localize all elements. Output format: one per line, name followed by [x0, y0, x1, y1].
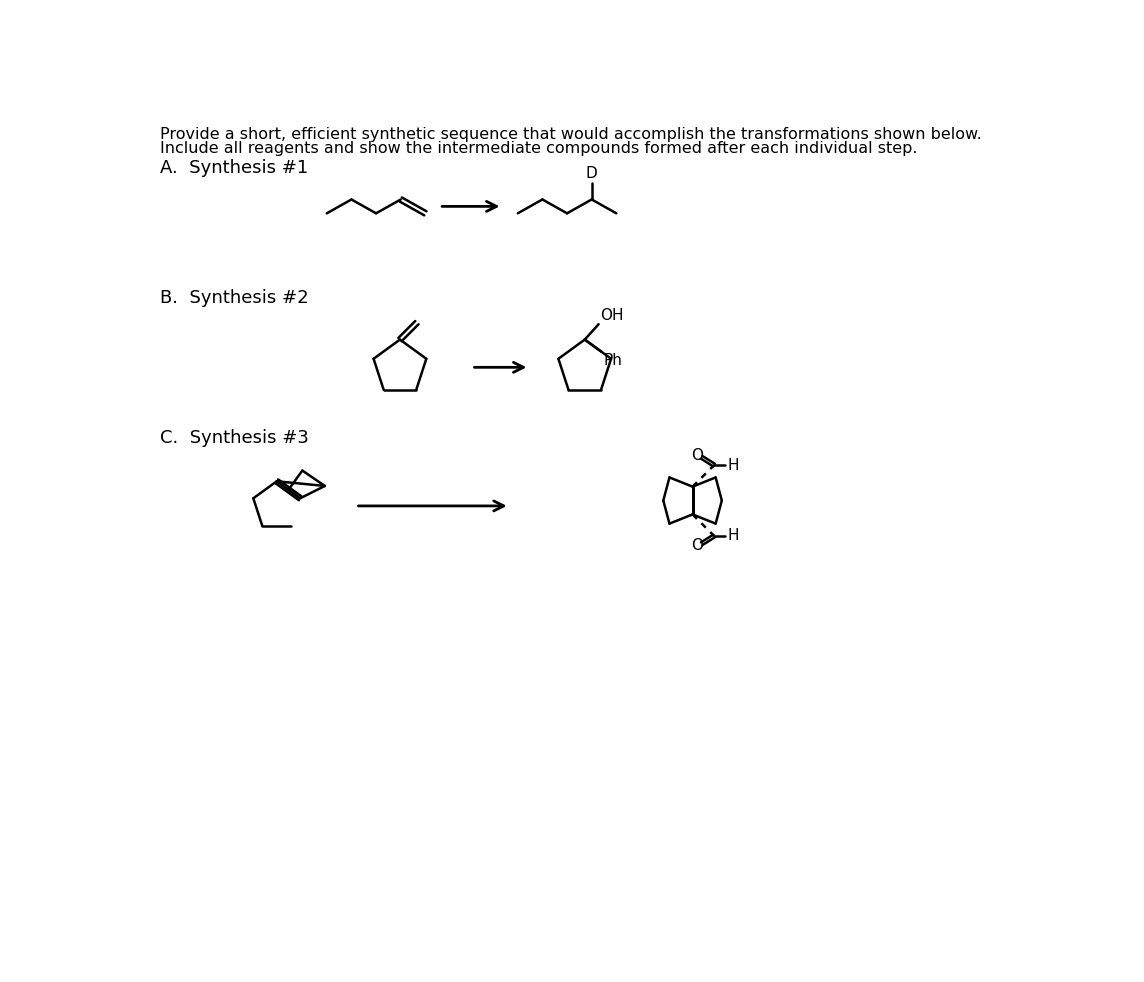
Text: C.  Synthesis #3: C. Synthesis #3: [160, 429, 309, 447]
Text: H: H: [728, 528, 739, 543]
Text: O: O: [691, 449, 704, 464]
Text: OH: OH: [601, 307, 623, 323]
Text: O: O: [691, 538, 704, 553]
Text: H: H: [728, 458, 739, 472]
Text: D: D: [586, 166, 597, 181]
Text: Ph: Ph: [603, 354, 622, 368]
Text: B.  Synthesis #2: B. Synthesis #2: [160, 289, 309, 306]
Text: Include all reagents and show the intermediate compounds formed after each indiv: Include all reagents and show the interm…: [160, 141, 917, 156]
Text: Provide a short, efficient synthetic sequence that would accomplish the transfor: Provide a short, efficient synthetic seq…: [160, 127, 982, 142]
Text: A.  Synthesis #1: A. Synthesis #1: [160, 159, 308, 178]
